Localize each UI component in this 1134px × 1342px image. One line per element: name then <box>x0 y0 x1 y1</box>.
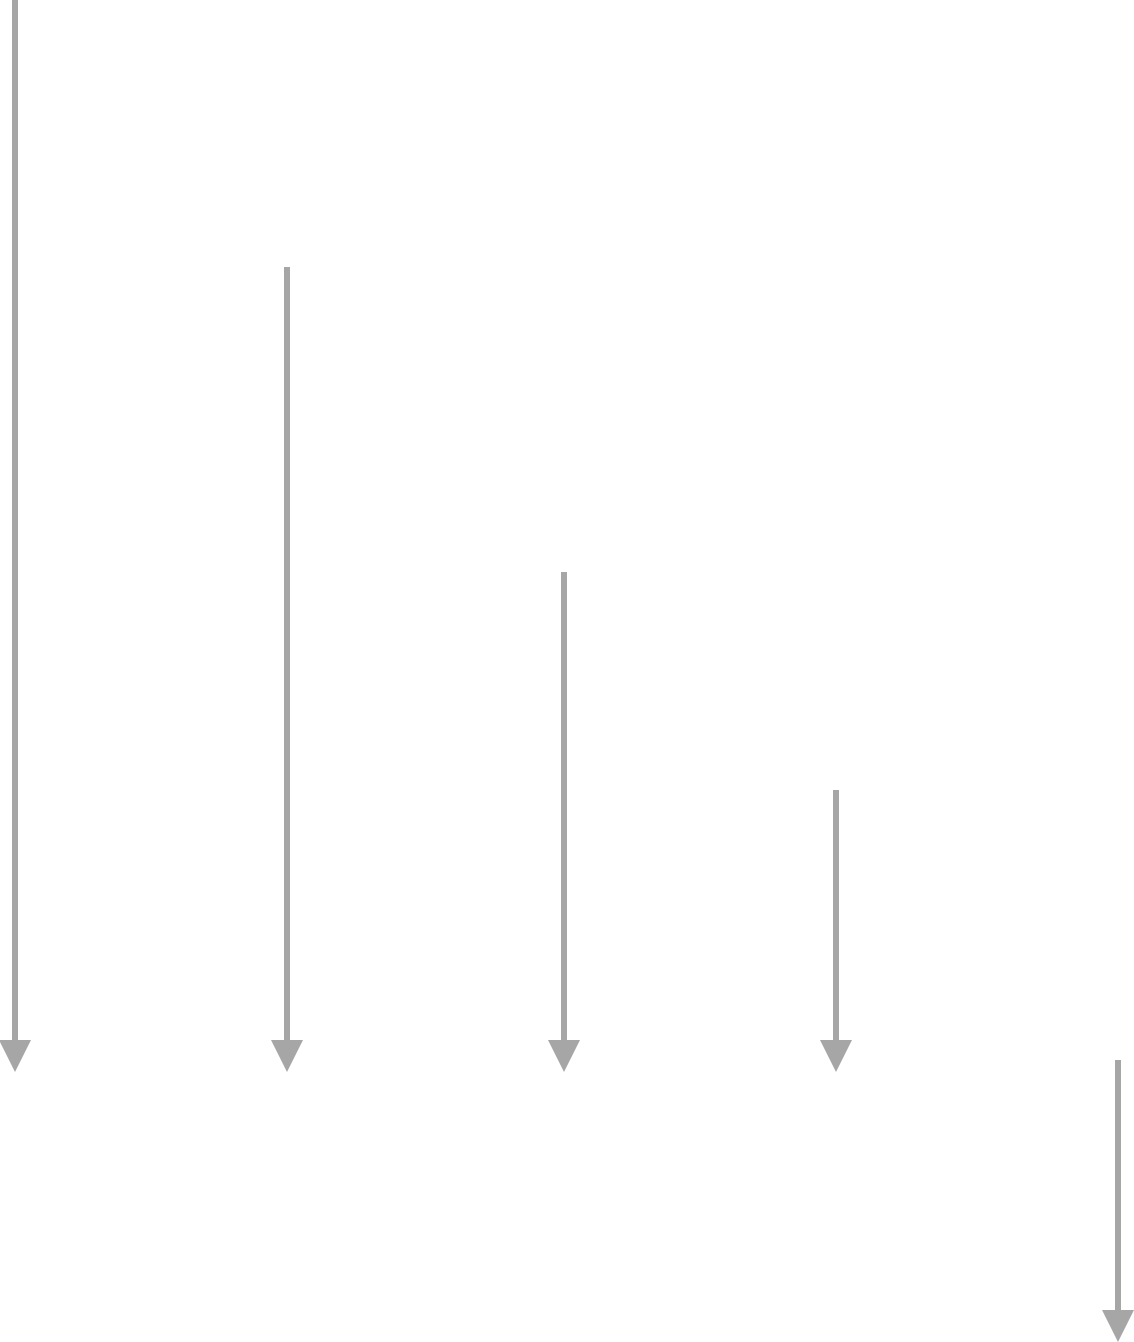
arrow-down-icon <box>1102 1310 1134 1342</box>
arrow-3 <box>548 572 580 1072</box>
arrow-down-icon <box>548 1040 580 1072</box>
arrow-2 <box>271 267 303 1072</box>
arrow-down-icon <box>820 1040 852 1072</box>
arrow-1 <box>0 0 31 1072</box>
arrow-4 <box>820 790 852 1072</box>
arrow-down-icon <box>0 1040 31 1072</box>
arrow-5 <box>1102 1060 1134 1342</box>
arrow-down-icon <box>271 1040 303 1072</box>
